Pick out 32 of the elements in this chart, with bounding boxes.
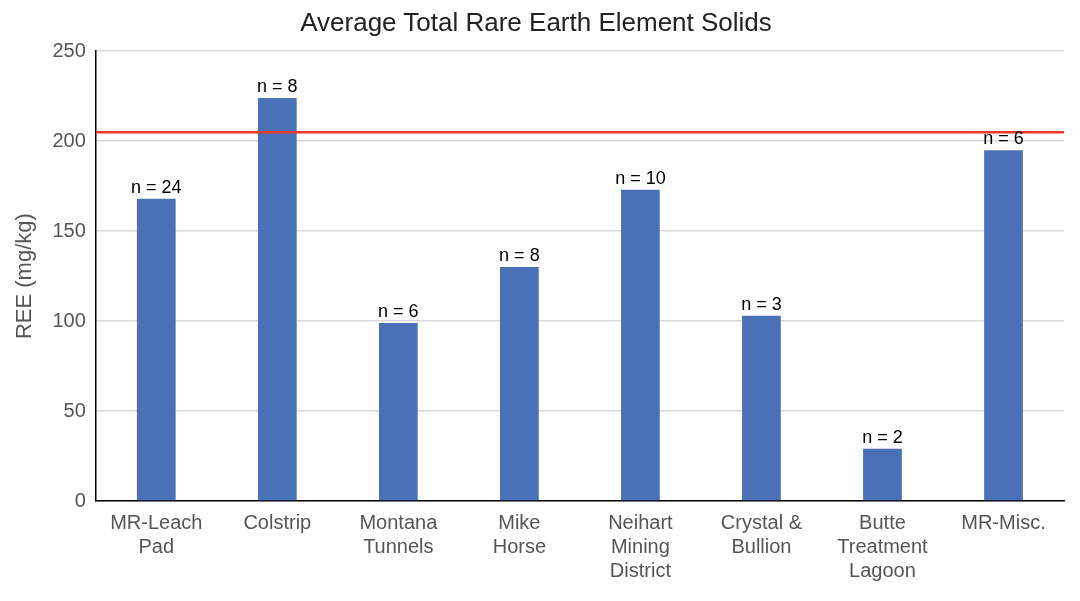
x-tick-label: Butte Treatment Lagoon <box>837 510 929 581</box>
x-tick-label: Montana Tunnels <box>359 510 439 557</box>
x-tick-label: Mike Horse <box>492 510 547 557</box>
x-tick-label: MR-Leach Pad <box>110 510 203 557</box>
annotation: n = 6 <box>983 128 1024 149</box>
annotation: n = 6 <box>378 300 419 321</box>
annotation: n = 3 <box>741 293 782 314</box>
chart-title: Average Total Rare Earth Element Solids <box>300 6 772 37</box>
bar <box>742 315 781 501</box>
bar <box>984 150 1023 501</box>
y-axis-title: REE (mg/kg) <box>11 213 37 340</box>
annotation: n = 24 <box>131 176 182 197</box>
bar <box>257 97 297 501</box>
annotation: n = 8 <box>257 75 298 96</box>
y-tick-label: 0 <box>74 488 86 511</box>
bar <box>378 322 418 501</box>
annotation: n = 10 <box>615 167 666 188</box>
bar <box>500 267 539 501</box>
bar <box>621 189 660 501</box>
bar <box>863 448 902 501</box>
bar <box>136 198 176 501</box>
y-tick-label: 50 <box>63 398 86 421</box>
y-tick-label: 150 <box>52 218 86 241</box>
x-tick-label: Neihart Mining District <box>608 510 674 581</box>
annotation: n = 2 <box>862 426 903 447</box>
y-tick-label: 200 <box>52 128 86 151</box>
annotation: n = 8 <box>499 245 540 266</box>
y-tick-label: 100 <box>52 308 86 331</box>
y-tick-label: 250 <box>52 38 86 61</box>
x-tick-label: Colstrip <box>243 510 312 533</box>
x-tick-label: Crystal & Bullion <box>720 510 803 557</box>
x-tick-label: MR-Misc. <box>961 510 1046 533</box>
